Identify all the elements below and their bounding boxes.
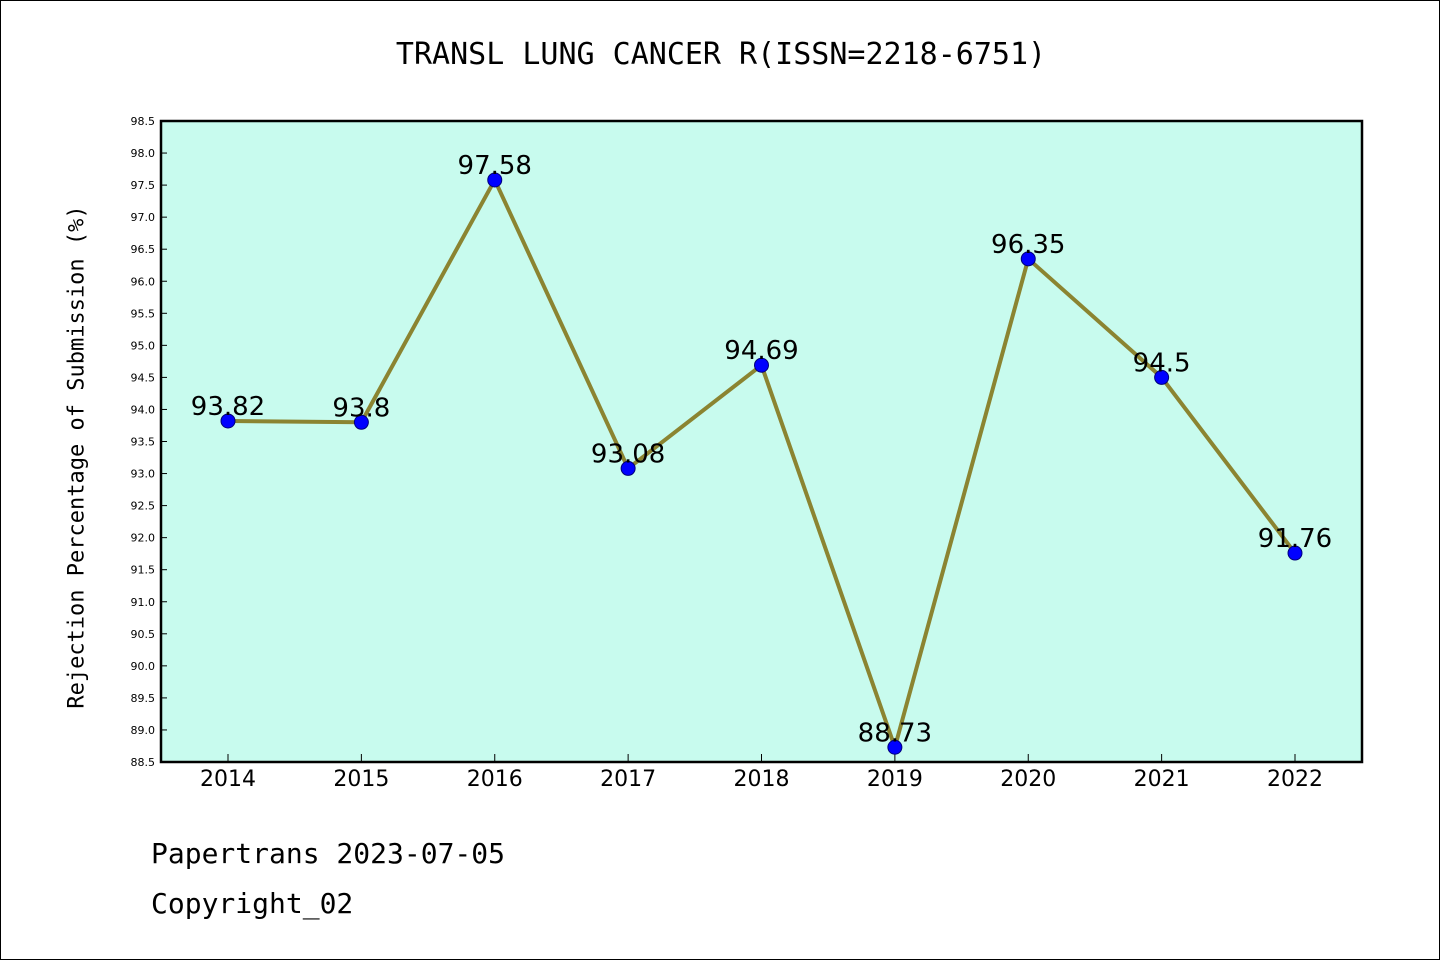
data-label: 88.73 [858,718,932,748]
x-tick-label: 2021 [1134,767,1190,792]
data-point [1020,251,1036,267]
plot-area [159,119,1364,764]
data-point [487,172,503,188]
x-tick-label: 2022 [1267,767,1323,792]
y-tick-label: 88.5 [131,756,156,769]
y-tick-label: 93.5 [131,436,156,449]
y-tick-label: 98.0 [131,147,156,160]
y-tick-label: 93.0 [131,468,156,481]
y-tick-label: 91.0 [131,596,156,609]
y-tick-label: 97.0 [131,211,156,224]
y-tick-label: 90.5 [131,628,156,641]
x-tick-label: 2019 [867,767,923,792]
y-tick-label: 89.5 [131,692,156,705]
x-tick-label: 2017 [600,767,656,792]
footer-copyright: Copyright_02 [151,887,354,920]
data-label: 93.08 [591,439,665,469]
x-tick-label: 2014 [200,767,256,792]
data-point [1287,545,1303,561]
x-tick-label: 2020 [1000,767,1056,792]
data-label: 93.82 [191,392,265,422]
y-tick-label: 96.0 [131,275,156,288]
data-label: 97.58 [458,151,532,181]
y-tick-label: 89.0 [131,724,156,737]
y-tick-label: 96.5 [131,243,156,256]
data-labels: 93.82 93.8 97.58 93.08 94.69 88.73 96.35 94.5 91… [191,151,1332,748]
data-label: 91.76 [1258,524,1332,554]
y-tick-label: 98.5 [131,115,156,128]
data-label: 94.5 [1133,348,1191,378]
x-tick-label: 2015 [333,767,389,792]
x-tick-label: 2016 [467,767,523,792]
y-tick-label: 95.0 [131,339,156,352]
x-tick-label: 2018 [734,767,790,792]
data-point [754,357,769,373]
data-label: 94.69 [724,336,798,366]
data-point [220,413,236,429]
y-tick-label: 95.5 [131,307,156,320]
data-point [1154,369,1170,385]
series-layer [220,172,1303,755]
x-axis: 2014 2015 2016 2017 2018 2019 2020 2021 2022 [200,754,1323,792]
y-tick-label: 90.0 [131,660,156,673]
data-point [620,460,636,476]
y-axis: 88.5 89.0 89.5 90.0 90.5 91.0 91.5 92.0 92.5 93.0… [131,115,167,769]
data-point [887,739,903,755]
data-label: 93.8 [332,393,390,423]
y-tick-label: 94.5 [131,371,156,384]
y-tick-label: 92.5 [131,500,156,513]
y-tick-label: 92.0 [131,532,156,545]
chart-title: TRANSL LUNG CANCER R(ISSN=2218-6751) [395,37,1047,72]
y-tick-label: 97.5 [131,179,156,192]
data-label: 96.35 [991,230,1065,260]
data-point [353,414,369,430]
footer-date: Papertrans 2023-07-05 [151,837,506,870]
y-tick-label: 94.0 [131,403,156,416]
y-tick-label: 91.5 [131,564,156,577]
